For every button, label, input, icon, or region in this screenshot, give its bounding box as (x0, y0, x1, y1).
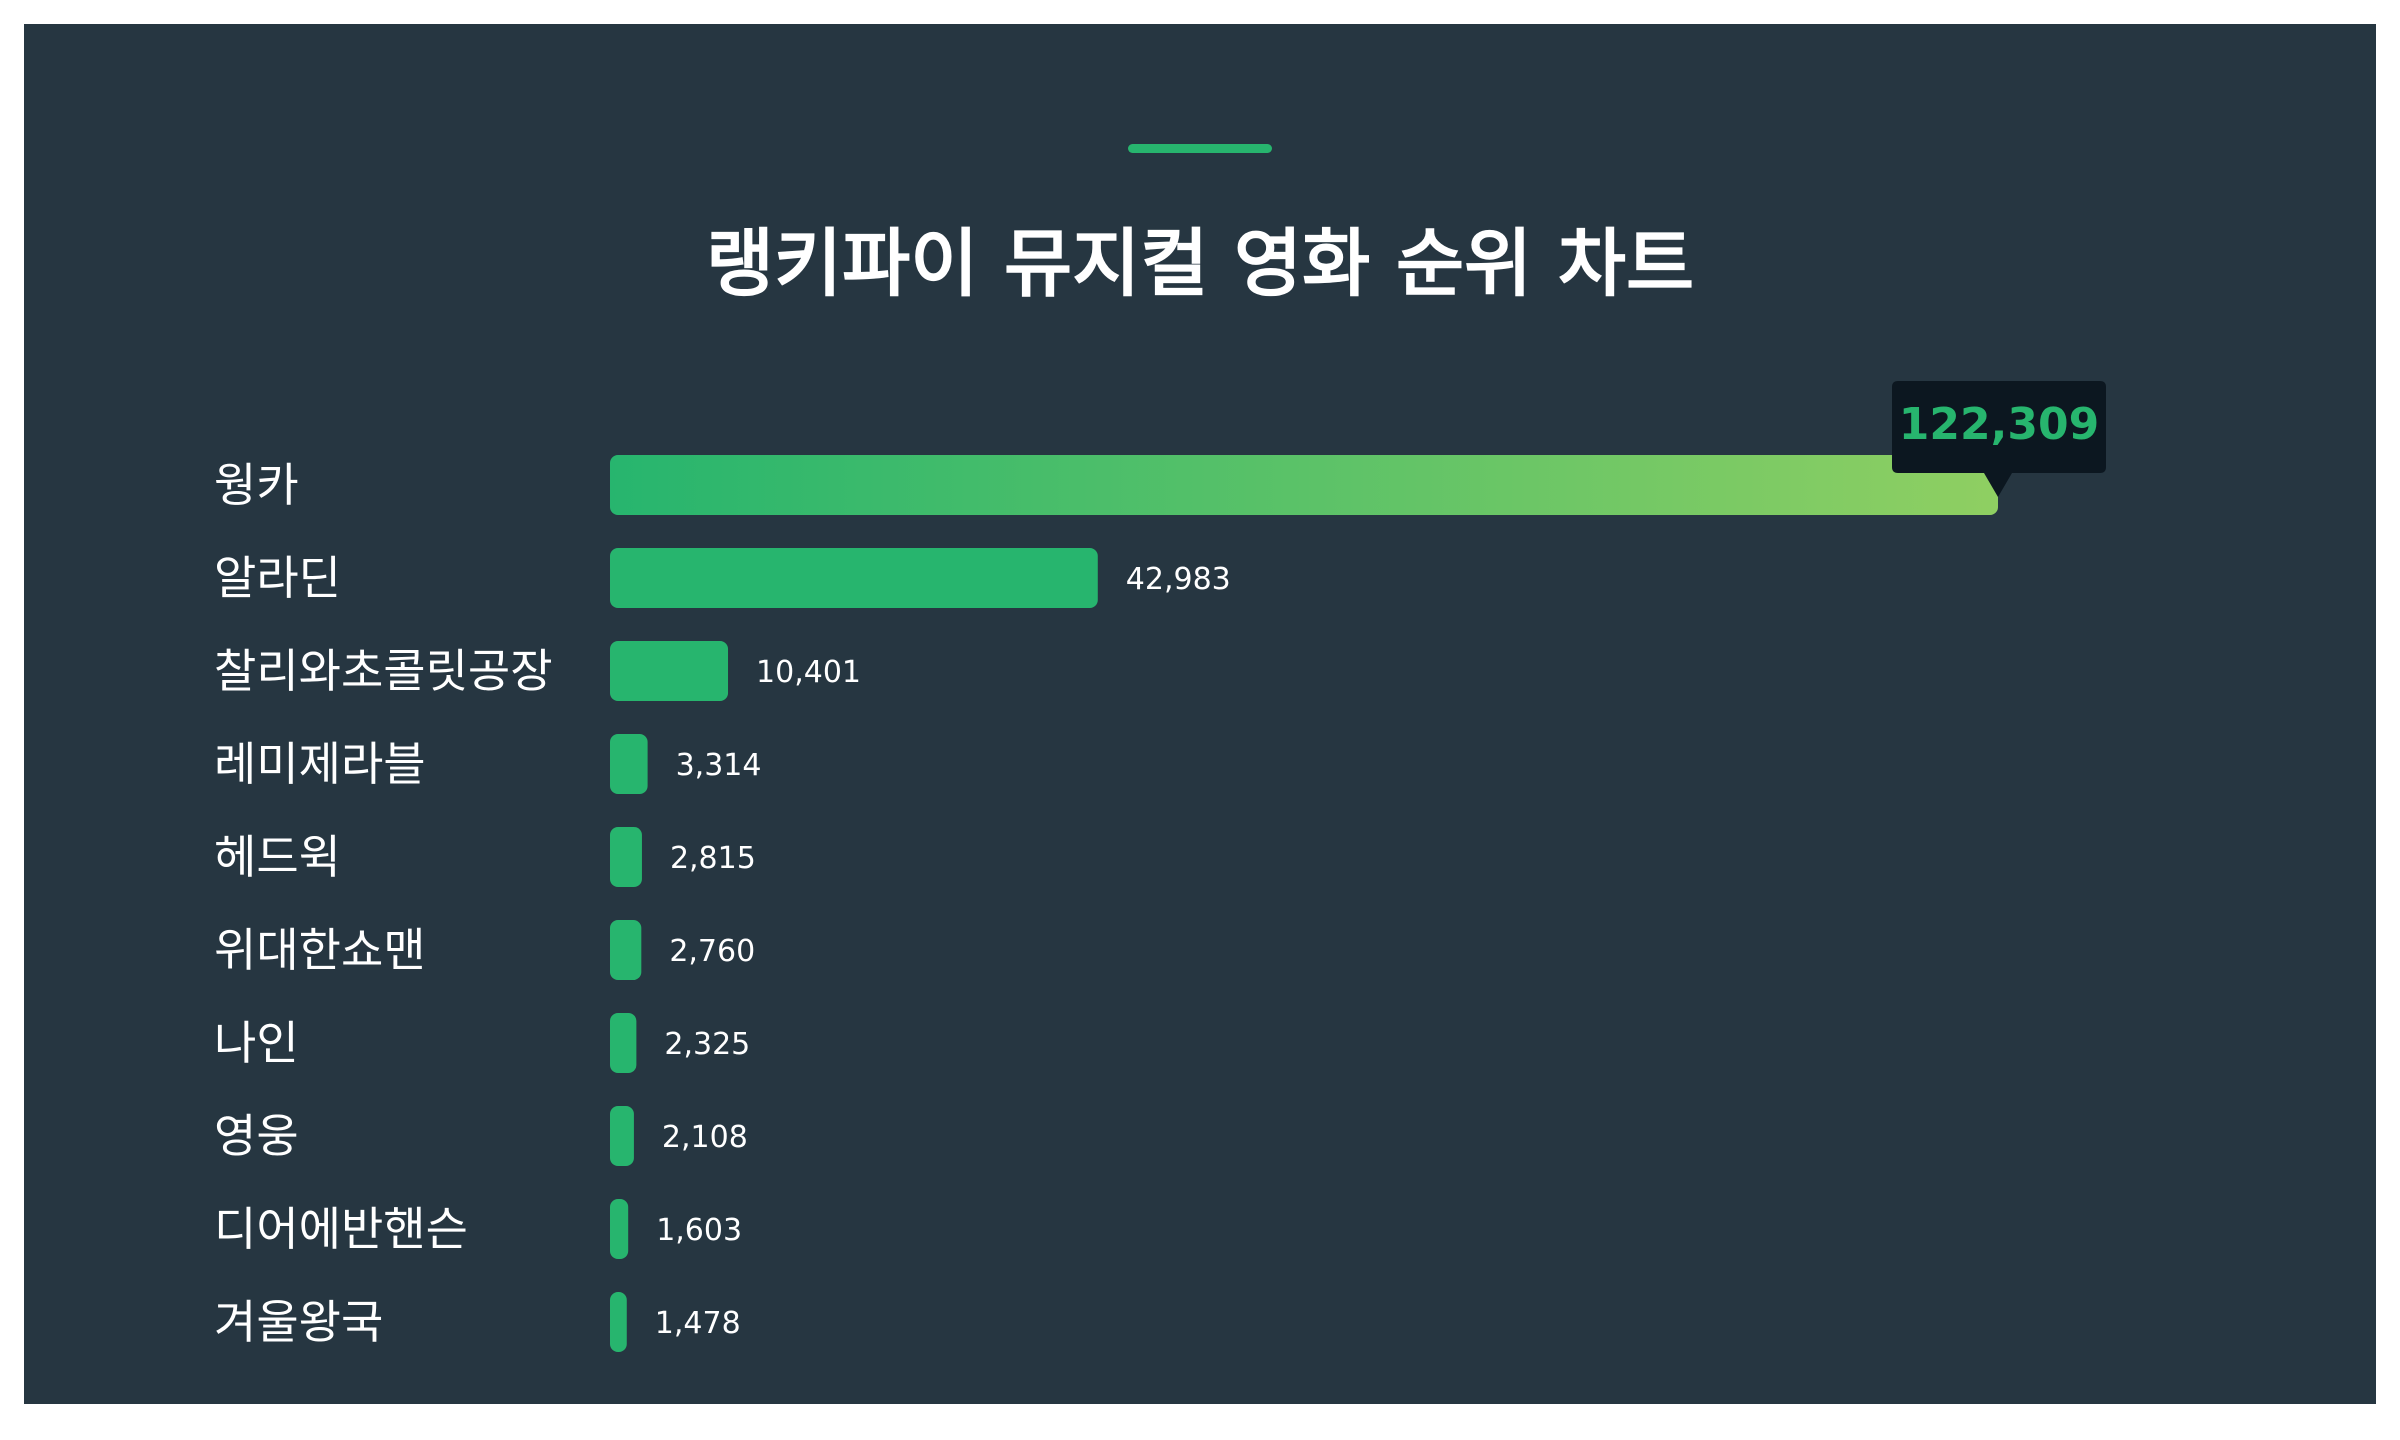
value-label: 3,314 (676, 748, 762, 783)
bar-chart: 웡카 122,309 알라딘 42,983 찰리와초콜릿공장 10,401 레미제라블 3,3… (24, 24, 2376, 1404)
bar-chart-svg: 웡카 122,309 알라딘 42,983 찰리와초콜릿공장 10,401 레미제라블 3,3… (214, 381, 2106, 1352)
category-label: 레미제라블 (214, 737, 426, 791)
bar[interactable] (610, 734, 648, 794)
bar[interactable] (610, 1106, 634, 1166)
bar[interactable] (610, 1013, 637, 1073)
category-label: 찰리와초콜릿공장 (214, 644, 553, 698)
value-tooltip (1892, 381, 2106, 497)
category-label: 겨울왕국 (214, 1295, 383, 1349)
category-label: 디어에반핸슨 (214, 1202, 468, 1256)
category-label: 웡카 (214, 458, 299, 512)
category-label: 헤드윅 (214, 830, 341, 884)
value-label: 2,760 (669, 934, 755, 969)
category-label: 위대한쇼맨 (214, 923, 426, 977)
bar[interactable] (610, 455, 1998, 515)
bar[interactable] (610, 920, 642, 980)
value-label: 1,603 (656, 1213, 742, 1248)
bar[interactable] (610, 548, 1098, 608)
chart-title: 랭키파이 뮤지컬 영화 순위 차트 (705, 221, 1695, 307)
bar[interactable] (610, 1199, 629, 1259)
tooltip-value-label: 122,309 (1899, 399, 2099, 450)
title-accent-bar (1128, 144, 1272, 153)
value-label: 1,478 (655, 1306, 741, 1341)
bar[interactable] (610, 1292, 627, 1352)
value-label: 2,108 (662, 1120, 748, 1155)
bar[interactable] (610, 827, 642, 887)
category-label: 나인 (214, 1016, 299, 1070)
value-label: 2,325 (664, 1027, 750, 1062)
category-label: 영웅 (214, 1109, 299, 1163)
bar[interactable] (610, 641, 729, 701)
value-label: 2,815 (670, 841, 756, 876)
value-label: 42,983 (1126, 562, 1231, 597)
chart-panel: 랭키파이 뮤지컬 영화 순위 차트 웡카 122,309 알라딘 42,983 찰리와초… (24, 24, 2376, 1404)
category-label: 알라딘 (214, 551, 341, 605)
value-label: 10,401 (756, 655, 861, 690)
